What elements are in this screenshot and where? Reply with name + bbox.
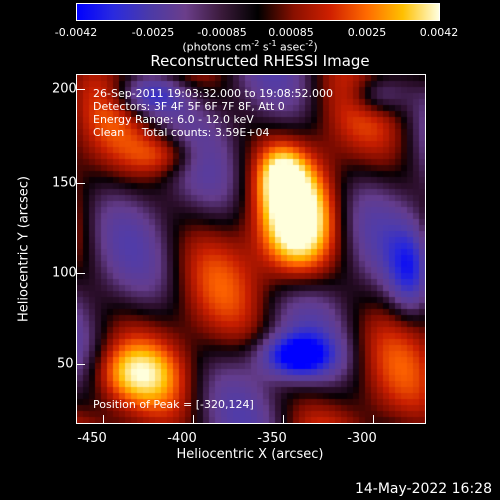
y-tick-mark xyxy=(76,364,85,365)
energy-range-label: Energy Range: 6.0 - 12.0 keV xyxy=(93,113,254,126)
colorbar-tick: -0.0042 xyxy=(54,26,98,39)
x-tick-mark xyxy=(103,415,104,424)
x-tick-label: -450 xyxy=(77,431,107,446)
detectors-label: Detectors: 3F 4F 5F 6F 7F 8F, Att 0 xyxy=(93,100,285,113)
x-axis-label: Heliocentric X (arcsec) xyxy=(176,447,324,462)
colorbar-units: (photons cm-2 s-1 asec-2) xyxy=(182,39,318,54)
image-title: Reconstructed RHESSI Image xyxy=(150,52,370,70)
colorbar-tick: 0.0042 xyxy=(419,26,459,39)
y-tick-label: 150 xyxy=(52,175,77,191)
colorbar-tick: -0.00085 xyxy=(197,26,247,39)
x-tick-label: -400 xyxy=(167,431,197,446)
time-range-label: 26-Sep-2011 19:03:32.000 to 19:08:52.000 xyxy=(93,87,333,100)
y-tick-label: 100 xyxy=(52,265,77,281)
timestamp: 14-May-2022 16:28 xyxy=(354,481,492,497)
xray-heatmap xyxy=(77,75,425,423)
y-axis-label: Heliocentric Y (arcsec) xyxy=(16,176,32,322)
x-tick-label: -300 xyxy=(347,431,377,446)
y-tick-mark xyxy=(76,89,85,90)
y-tick-label: 50 xyxy=(57,356,74,372)
colorbar xyxy=(76,3,440,21)
x-tick-label: -350 xyxy=(257,431,287,446)
clean-counts-label: Clean Total counts: 3.59E+04 xyxy=(93,126,270,139)
x-tick-mark xyxy=(193,415,194,424)
colorbar-tick: 0.00085 xyxy=(268,26,314,39)
y-tick-mark xyxy=(76,273,85,274)
colorbar-tick: -0.0025 xyxy=(131,26,175,39)
peak-position-label: Position of Peak = [-320,124] xyxy=(93,398,254,411)
x-tick-mark xyxy=(373,415,374,424)
colorbar-tick: 0.0025 xyxy=(347,26,387,39)
x-tick-mark xyxy=(283,415,284,424)
y-tick-label: 200 xyxy=(52,81,77,97)
image-plot: 26-Sep-2011 19:03:32.000 to 19:08:52.000… xyxy=(76,74,426,424)
y-tick-mark xyxy=(76,183,85,184)
